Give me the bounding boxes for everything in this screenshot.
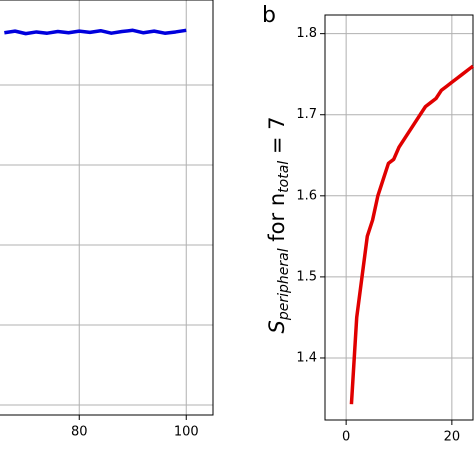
- x-tick-label: 20: [444, 430, 461, 445]
- y-axis-label: Speripheral for ntotal = 7: [265, 117, 292, 334]
- y-label-part: total: [276, 161, 292, 193]
- left-y-grid: [0, 84, 213, 406]
- y-label-part: = 7: [265, 117, 289, 161]
- panel-label: b: [262, 3, 276, 28]
- y-label-part: for n: [265, 193, 289, 249]
- plot-frame: [324, 14, 474, 421]
- x-tick-label: 0: [342, 430, 350, 445]
- y-tick-label: 1.7: [296, 107, 317, 122]
- x-tick-label: 100: [174, 425, 199, 440]
- y-tick-label: 1.8: [296, 26, 317, 41]
- line-series: [349, 64, 474, 405]
- line-series: [4, 28, 187, 36]
- plot-frame: [0, 0, 214, 416]
- y-label-part: S: [265, 320, 289, 333]
- y-label-part: peripheral: [276, 248, 292, 321]
- y-tick-label: 1.6: [296, 188, 317, 203]
- y-tick-label: 1.4: [296, 350, 317, 365]
- x-tick-label: 80: [71, 425, 88, 440]
- y-tick-label: 1.5: [296, 269, 317, 284]
